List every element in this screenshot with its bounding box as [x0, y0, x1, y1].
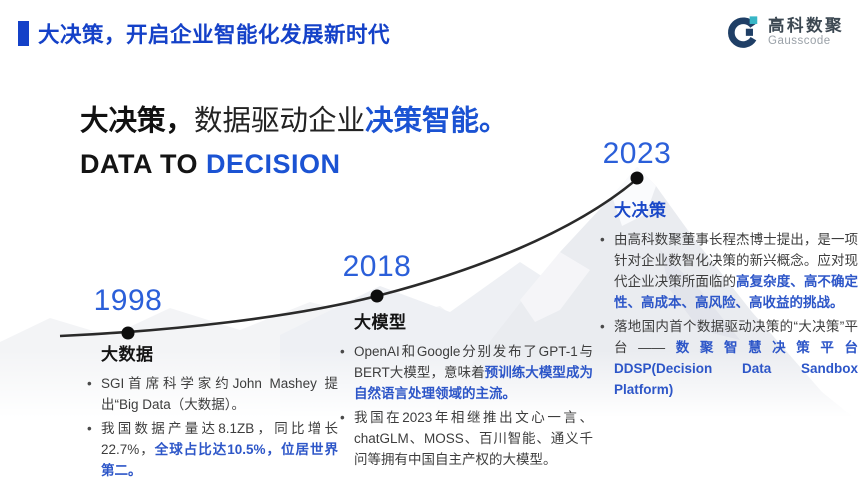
bullet-text: SGI首席科学家约John Mashey 提出“Big Data（大数据）。	[101, 376, 338, 413]
milestone-1998-bullets: SGI首席科学家约John Mashey 提出“Big Data（大数据）。 我…	[86, 373, 338, 478]
milestone-1998: 大数据 SGI首席科学家约John Mashey 提出“Big Data（大数据…	[86, 340, 338, 478]
bullet-highlight: 全球占比达10.5%，位居世界第二。	[101, 442, 339, 478]
milestone-2023: 大决策 由高科数聚董事长程杰博士提出，是一项针对企业数智化决策的新兴概念。应对现…	[599, 196, 858, 403]
milestone-2023-bullets: 由高科数聚董事长程杰博士提出，是一项针对企业数智化决策的新兴概念。应对现代企业决…	[599, 229, 858, 400]
bullet-text: 我国在2023年相继推出文心一言、chatGLM、MOSS、百川智能、通义千问等…	[354, 410, 593, 468]
gausscode-logo-icon	[728, 16, 758, 48]
milestone-2018-bullets: OpenAI和Google分别发布了GPT-1与BERT大模型，意味着预训练大模…	[339, 341, 593, 470]
hero-zh-accent: 决策智能。	[365, 105, 508, 137]
bullet-item: 我国数据产量达8.1ZB，同比增长22.7%，全球占比达10.5%，位居世界第二…	[86, 418, 338, 478]
milestone-1998-heading: 大数据	[101, 345, 154, 364]
year-label-2023: 2023	[602, 137, 672, 170]
bullet-text: 我国数据产量达8.1ZB，同比增长22.7%，	[101, 421, 338, 458]
hero-zh-lead: 大决策，	[80, 105, 195, 137]
year-label-2018: 2018	[342, 250, 412, 283]
bullet-text: 由高科数聚董事长程杰博士提出，是一项针对企业数智化决策的新兴概念。应对现代企业决…	[614, 232, 858, 290]
bullet-highlight: 高复杂度、高不确定性、高成本、高风险、高收益的挑战。	[614, 274, 859, 311]
hero-headline-zh: 大决策，数据驱动企业决策智能。	[80, 103, 508, 140]
year-label-1998: 1998	[93, 284, 163, 317]
bullet-text: OpenAI和Google分别发布了GPT-1与BERT大模型，意味着	[354, 344, 593, 381]
logo-text: 高科数聚 Gausscode	[768, 17, 844, 49]
hero-headline-en: DATA TO DECISION	[80, 149, 508, 180]
slide-header: 大决策，开启企业智能化发展新时代	[18, 18, 390, 49]
bullet-highlight: 数聚智慧决策平台DDSP(Decision Data Sandbox Platf…	[614, 340, 859, 398]
slide-title: 大决策，开启企业智能化发展新时代	[38, 23, 391, 47]
bullet-item: SGI首席科学家约John Mashey 提出“Big Data（大数据）。	[86, 373, 338, 415]
title-accent-bar	[18, 21, 29, 46]
milestone-2018: 大模型 OpenAI和Google分别发布了GPT-1与BERT大模型，意味着预…	[339, 308, 593, 473]
hero-zh-mid: 数据驱动企业	[194, 105, 366, 137]
bullet-item: 由高科数聚董事长程杰博士提出，是一项针对企业数智化决策的新兴概念。应对现代企业决…	[599, 229, 858, 313]
logo-name: 高科数聚	[768, 17, 844, 36]
logo-subtitle: Gausscode	[768, 35, 831, 48]
bullet-item: OpenAI和Google分别发布了GPT-1与BERT大模型，意味着预训练大模…	[339, 341, 593, 404]
bullet-item: 落地国内首个数据驱动决策的“大决策”平台——数聚智慧决策平台DDSP(Decis…	[599, 316, 858, 400]
hero-en-accent: DECISION	[206, 149, 341, 180]
bullet-text: 落地国内首个数据驱动决策的“大决策”平台——	[614, 319, 858, 356]
bullet-item: 我国在2023年相继推出文心一言、chatGLM、MOSS、百川智能、通义千问等…	[339, 407, 593, 470]
bullet-highlight: 预训练大模型成为自然语言处理领域的主流。	[354, 365, 593, 402]
company-logo: 高科数聚 Gausscode	[724, 14, 844, 52]
hero-en-lead: DATA TO	[80, 149, 206, 180]
milestone-2018-heading: 大模型	[354, 313, 407, 332]
hero-headline: 大决策，数据驱动企业决策智能。 DATA TO DECISION	[80, 103, 508, 180]
milestone-2023-heading: 大决策	[614, 201, 667, 220]
